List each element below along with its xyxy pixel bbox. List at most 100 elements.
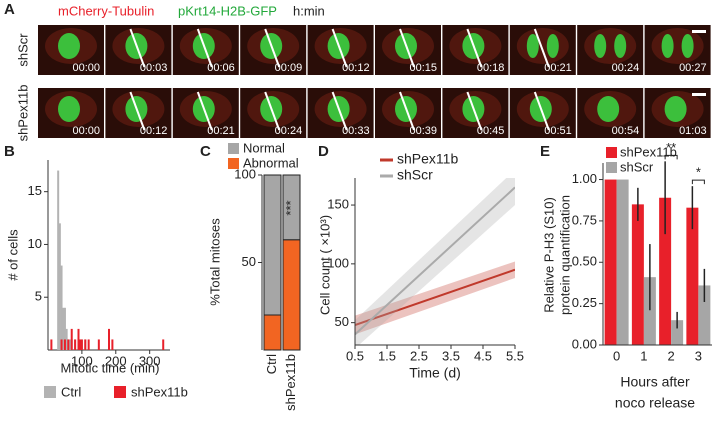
panel-label: D	[318, 143, 329, 160]
x-axis-label: Hours after	[620, 374, 690, 390]
spike	[63, 307, 66, 350]
y-axis-label: protein quantification	[557, 195, 572, 315]
time-label: 00:51	[544, 125, 572, 137]
time-label: 00:21	[544, 62, 572, 74]
division-axis	[196, 91, 213, 131]
y-tick-label: 50	[335, 314, 349, 329]
y-axis-label: %Total mitoses	[207, 218, 222, 306]
scale-bar	[692, 30, 706, 33]
division-axis	[129, 91, 146, 131]
panel-label: B	[4, 143, 15, 160]
division-axis	[264, 91, 281, 131]
division-axis	[196, 28, 213, 68]
y-tick-label: 0.50	[572, 254, 597, 269]
bar-segment	[282, 239, 301, 351]
time-label: 00:45	[477, 125, 505, 137]
time-label: 00:09	[275, 62, 303, 74]
legend-text: mCherry-Tubulin	[58, 3, 154, 18]
spike	[60, 339, 63, 350]
y-tick-label: 100	[234, 166, 256, 181]
division-axis	[466, 91, 483, 131]
legend-text: shPex11b	[620, 144, 677, 159]
cell-glow	[584, 28, 637, 64]
legend-swatch	[44, 386, 56, 398]
legend-swatch	[114, 386, 126, 398]
bar	[659, 197, 672, 345]
x-tick-label: 200	[105, 353, 127, 368]
bar	[631, 204, 644, 345]
time-label: 00:33	[342, 125, 370, 137]
y-tick-label: 0.75	[572, 212, 597, 227]
chromatin	[58, 33, 80, 59]
chromatin	[614, 34, 627, 58]
legend-text: Ctrl	[61, 384, 81, 399]
significance-bracket	[664, 154, 678, 160]
chromatin	[546, 34, 559, 58]
spike	[77, 328, 80, 350]
chromatin	[661, 34, 674, 58]
division-axis	[399, 91, 415, 131]
spike	[67, 339, 70, 350]
x-tick-label: 4.5	[474, 348, 492, 363]
spike	[62, 307, 65, 350]
time-label: 00:06	[207, 62, 235, 74]
division-axis	[331, 28, 348, 68]
division-axis	[264, 28, 281, 68]
time-label: 00:24	[612, 62, 640, 74]
legend-text: Normal	[243, 140, 285, 155]
time-label: 00:12	[342, 62, 370, 74]
time-label: 01:03	[679, 125, 707, 137]
spike	[162, 339, 165, 350]
legend-text: h:min	[293, 3, 325, 18]
spike	[87, 339, 90, 350]
legend-swatch	[606, 147, 617, 158]
annotation: *	[696, 165, 701, 180]
division-axis	[466, 28, 483, 68]
x-tick-label: 3.5	[442, 348, 460, 363]
x-tick-label: 1.5	[378, 348, 396, 363]
panel-label: C	[200, 143, 211, 160]
x-tick-label: 2	[668, 348, 675, 363]
spike	[65, 328, 68, 350]
spike	[108, 328, 110, 350]
fit-line	[355, 186, 515, 336]
time-label: 00:24	[275, 125, 303, 137]
time-label: 00:12	[140, 125, 168, 137]
time-label: 00:00	[72, 62, 100, 74]
x-tick-label: shPex11b	[283, 354, 298, 411]
legend-text: shScr	[620, 159, 654, 174]
bar	[643, 277, 656, 345]
time-label: 00:27	[679, 62, 707, 74]
x-axis-label: noco release	[615, 395, 695, 411]
legend-text: pKrt14-H2B-GFP	[178, 3, 277, 18]
x-tick-label: 100	[71, 353, 93, 368]
legend-text: Abnormal	[243, 155, 299, 170]
x-tick-label: 1	[640, 348, 647, 363]
x-tick-label: 5.5	[506, 348, 524, 363]
x-tick-label: 0	[613, 348, 620, 363]
legend-swatch	[606, 162, 617, 173]
spike	[84, 339, 87, 350]
spike	[60, 265, 63, 350]
legend-text: shPex11b	[397, 151, 458, 167]
spike	[50, 339, 53, 350]
chromatin	[597, 96, 620, 122]
row-label: shPex11b	[15, 85, 30, 142]
y-tick-label: 50	[242, 254, 256, 269]
y-tick-label: 0.00	[572, 336, 597, 351]
cell-glow	[651, 28, 704, 64]
annotation: **	[666, 140, 676, 155]
time-label: 00:00	[72, 125, 100, 137]
y-tick-label: 100	[327, 255, 349, 270]
annotation: ***	[283, 200, 298, 215]
division-axis	[129, 28, 146, 68]
spike	[69, 339, 72, 350]
fit-line	[355, 268, 515, 326]
x-tick-label: 300	[139, 353, 161, 368]
y-tick-label: 15	[28, 183, 42, 198]
bar	[686, 207, 699, 345]
legend-text: shScr	[397, 167, 433, 183]
spike	[58, 223, 61, 350]
x-axis-label: Mitotic time (min)	[61, 360, 160, 375]
